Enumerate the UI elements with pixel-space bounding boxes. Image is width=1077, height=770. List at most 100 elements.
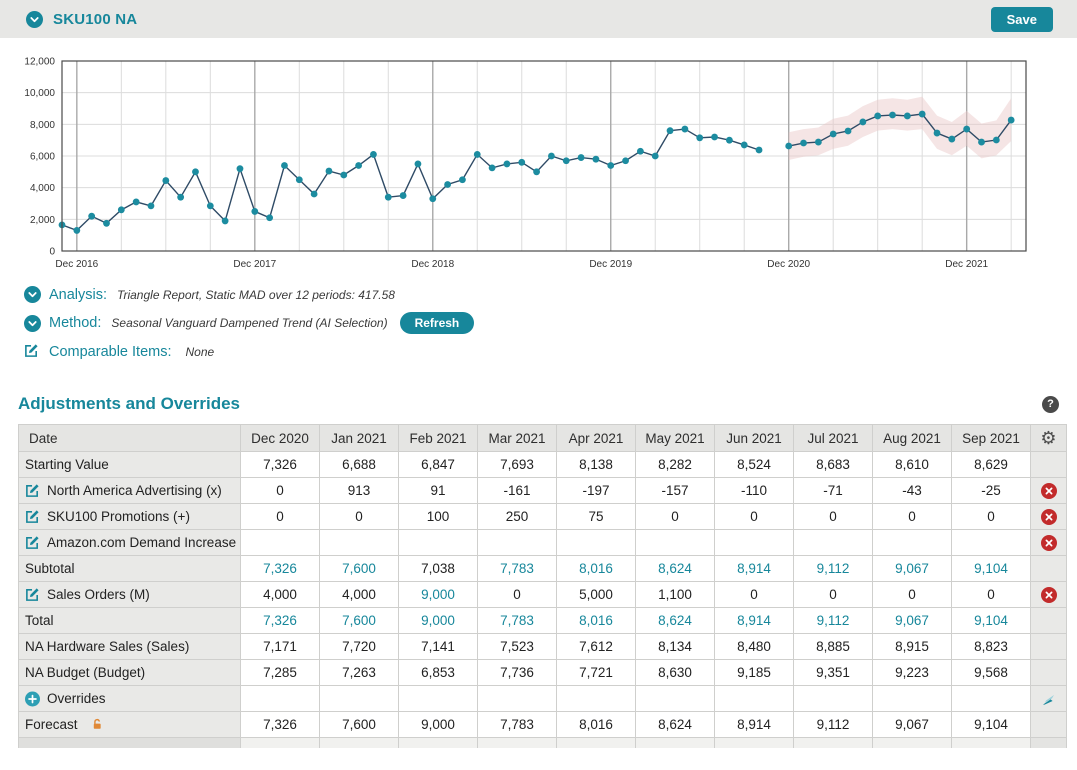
value-cell[interactable]: 0: [477, 581, 557, 608]
data-point[interactable]: [814, 138, 822, 146]
value-cell[interactable]: 9,112: [793, 711, 873, 738]
value-cell[interactable]: 7,783: [477, 711, 557, 738]
chevron-circle-icon[interactable]: [24, 314, 41, 332]
delete-button[interactable]: [1030, 477, 1067, 504]
delete-button[interactable]: [1030, 529, 1067, 556]
value-cell[interactable]: 0: [240, 503, 320, 530]
value-cell[interactable]: [714, 529, 794, 556]
value-cell[interactable]: [556, 529, 636, 556]
data-point[interactable]: [117, 206, 125, 214]
data-point[interactable]: [903, 112, 911, 120]
value-cell[interactable]: 9,067: [872, 711, 952, 738]
delete-button[interactable]: [1030, 503, 1067, 530]
chevron-circle-icon[interactable]: [26, 10, 43, 28]
data-point[interactable]: [1007, 116, 1015, 124]
data-point[interactable]: [355, 162, 363, 169]
delete-button[interactable]: [1030, 581, 1067, 608]
data-point[interactable]: [933, 129, 941, 137]
data-point[interactable]: [221, 217, 229, 225]
data-point[interactable]: [740, 141, 748, 149]
data-point[interactable]: [696, 134, 704, 142]
data-point[interactable]: [325, 167, 333, 175]
data-point[interactable]: [785, 142, 793, 150]
value-cell[interactable]: 91: [398, 477, 478, 504]
value-cell[interactable]: 8,624: [635, 711, 715, 738]
data-point[interactable]: [859, 118, 867, 126]
value-cell[interactable]: 8,914: [714, 711, 794, 738]
value-cell[interactable]: 0: [872, 581, 952, 608]
data-point[interactable]: [295, 176, 303, 184]
value-cell[interactable]: 100: [398, 503, 478, 530]
edit-icon[interactable]: [25, 535, 40, 550]
data-point[interactable]: [829, 130, 837, 138]
data-point[interactable]: [711, 133, 718, 141]
chevron-circle-icon[interactable]: [24, 286, 41, 303]
data-point[interactable]: [340, 171, 348, 179]
data-point[interactable]: [637, 147, 644, 155]
value-cell[interactable]: [872, 529, 952, 556]
value-cell[interactable]: -71: [793, 477, 873, 504]
row-label[interactable]: North America Advertising (x): [18, 477, 241, 504]
value-cell[interactable]: 1,100: [635, 581, 715, 608]
data-point[interactable]: [370, 151, 377, 158]
data-point[interactable]: [503, 160, 511, 168]
edit-icon[interactable]: [25, 483, 40, 498]
data-point[interactable]: [132, 198, 140, 206]
data-point[interactable]: [488, 164, 496, 172]
data-point[interactable]: [992, 136, 1000, 144]
value-cell[interactable]: 0: [319, 503, 399, 530]
value-cell[interactable]: -161: [477, 477, 557, 504]
value-cell[interactable]: 9,104: [951, 711, 1031, 738]
data-point[interactable]: [963, 125, 971, 133]
data-point[interactable]: [533, 168, 540, 176]
data-point[interactable]: [236, 165, 244, 173]
data-point[interactable]: [651, 152, 659, 160]
data-point[interactable]: [192, 168, 199, 176]
value-cell[interactable]: [793, 529, 873, 556]
value-cell[interactable]: 4,000: [319, 581, 399, 608]
row-label[interactable]: Overrides: [18, 685, 241, 712]
row-label[interactable]: Amazon.com Demand Increase: [18, 529, 241, 556]
data-point[interactable]: [251, 208, 259, 215]
data-point[interactable]: [592, 155, 600, 163]
value-cell[interactable]: -197: [556, 477, 636, 504]
data-point[interactable]: [88, 212, 96, 220]
value-cell[interactable]: [398, 529, 478, 556]
data-point[interactable]: [281, 162, 288, 169]
data-point[interactable]: [800, 139, 807, 147]
data-point[interactable]: [103, 219, 110, 227]
data-point[interactable]: [548, 152, 555, 160]
table-settings-cell[interactable]: ⚙: [1030, 424, 1067, 452]
value-cell[interactable]: -157: [635, 477, 715, 504]
value-cell[interactable]: 9,000: [398, 711, 478, 738]
data-point[interactable]: [666, 127, 674, 135]
value-cell[interactable]: 8,016: [556, 711, 636, 738]
data-point[interactable]: [459, 176, 466, 184]
value-cell[interactable]: 4,000: [240, 581, 320, 608]
data-point[interactable]: [384, 193, 392, 201]
data-point[interactable]: [266, 214, 274, 222]
value-cell[interactable]: 0: [714, 503, 794, 530]
data-point[interactable]: [162, 177, 170, 184]
value-cell[interactable]: 250: [477, 503, 557, 530]
value-cell[interactable]: 0: [951, 503, 1031, 530]
plus-circle-icon[interactable]: [25, 691, 40, 707]
data-point[interactable]: [725, 136, 733, 144]
value-cell[interactable]: 0: [951, 581, 1031, 608]
row-label[interactable]: SKU100 Promotions (+): [18, 503, 241, 530]
value-cell[interactable]: [319, 529, 399, 556]
edit-icon[interactable]: [25, 509, 40, 524]
data-point[interactable]: [444, 181, 451, 188]
value-cell[interactable]: 7,326: [240, 711, 320, 738]
data-point[interactable]: [414, 160, 422, 168]
data-point[interactable]: [473, 151, 481, 158]
data-point[interactable]: [429, 195, 437, 203]
value-cell[interactable]: 5,000: [556, 581, 636, 608]
row-label[interactable]: Sales Orders (M): [18, 581, 241, 608]
unlock-icon[interactable]: [91, 718, 104, 731]
data-point[interactable]: [918, 110, 926, 118]
save-button[interactable]: Save: [990, 6, 1053, 32]
refresh-button[interactable]: Refresh: [399, 312, 475, 334]
fill-button[interactable]: [1030, 685, 1067, 712]
value-cell[interactable]: -43: [872, 477, 952, 504]
